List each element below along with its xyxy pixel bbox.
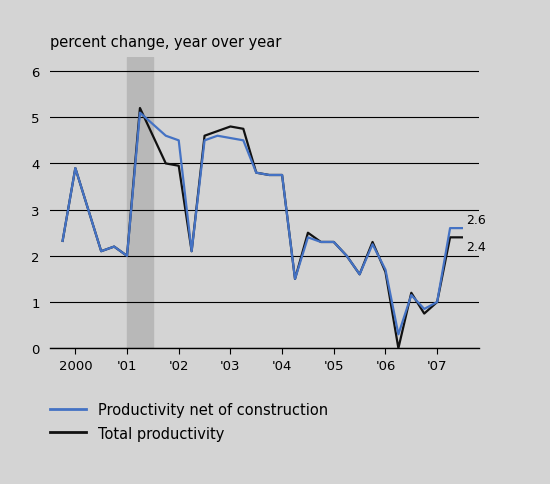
Text: percent change, year over year: percent change, year over year [50, 35, 281, 50]
Bar [127, 58, 153, 348]
Legend: Productivity net of construction, Total productivity: Productivity net of construction, Total … [44, 396, 334, 447]
Text: 2.6: 2.6 [466, 213, 486, 227]
Text: 2.4: 2.4 [466, 240, 486, 253]
